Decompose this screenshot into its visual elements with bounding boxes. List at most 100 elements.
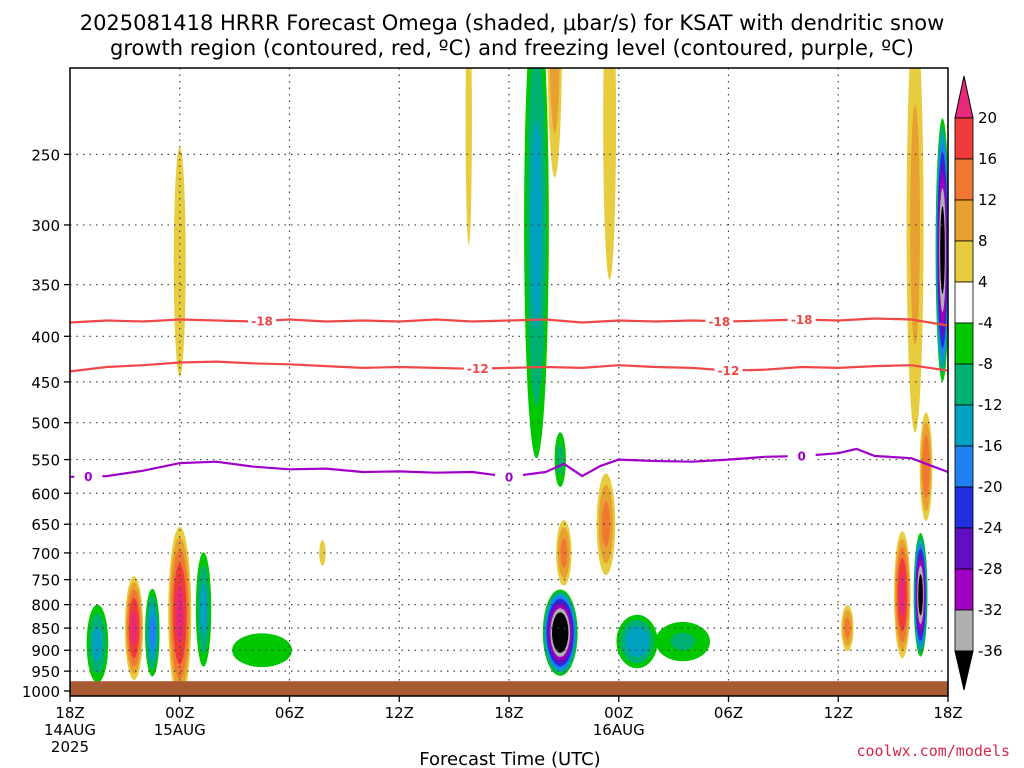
omega-cell — [145, 588, 160, 677]
colorbar-segment — [954, 445, 974, 488]
omega-level-band — [149, 616, 156, 650]
colorbar-bottom-arrow — [954, 650, 974, 691]
colorbar-label: 4 — [978, 273, 988, 291]
omega-level-band — [899, 573, 906, 617]
colorbar-segment — [954, 568, 974, 611]
omega-level-band — [940, 206, 945, 294]
omega-level-band — [603, 68, 617, 280]
contour-line — [70, 360, 948, 373]
y-tick-label: 850 — [31, 620, 60, 638]
omega-cell — [524, 68, 549, 459]
omega-cell — [655, 621, 711, 662]
y-tick-label: 300 — [31, 217, 60, 235]
contour-label: -12 — [718, 364, 740, 378]
colorbar-label: -36 — [978, 642, 1003, 660]
omega-cell — [913, 533, 928, 657]
y-tick-label: 350 — [31, 277, 60, 295]
colorbar-segment — [954, 404, 974, 447]
colorbar-segment — [954, 527, 974, 570]
contour-label-bg — [787, 449, 816, 464]
colorbar-label: -12 — [978, 396, 1003, 414]
contour-label-bg — [248, 314, 277, 329]
colorbar-top-arrow — [954, 75, 974, 119]
omega-level-band — [130, 610, 138, 646]
contour-label: -12 — [467, 362, 489, 376]
colorbar: 20 16 12 8 4 -4 -8 -12 -16 -20 -24 -28 -32 -36 — [954, 75, 1003, 691]
omega-level-band — [922, 435, 930, 498]
contour-label: 0 — [505, 470, 513, 484]
y-axis: 250 300 350 400 450 500 550 600 650 700 750 800 850 9… — [22, 146, 70, 701]
colorbar-segment — [954, 322, 974, 365]
contour-label-bg — [463, 361, 492, 376]
y-tick-label: 550 — [31, 452, 60, 470]
x-tick-label: 00Z — [604, 704, 633, 722]
contour-label-bg — [787, 312, 816, 327]
credit-text: coolwx.com/models — [856, 742, 1010, 760]
omega-cell — [124, 576, 144, 680]
colorbar-label: -16 — [978, 437, 1003, 455]
contour-label-bg — [714, 363, 743, 378]
colorbar-label: 20 — [978, 109, 997, 127]
colorbar-segment — [954, 240, 974, 283]
colorbar-label: -8 — [978, 355, 993, 373]
omega-cell — [547, 68, 562, 178]
colorbar-segment — [954, 609, 974, 652]
x-tick-label: 14AUG — [44, 721, 96, 739]
omega-level-band — [549, 68, 560, 134]
colorbar-segment — [954, 363, 974, 406]
colorbar-label: -28 — [978, 560, 1003, 578]
omega-level-band — [465, 68, 472, 245]
omega-cell — [935, 118, 948, 382]
colorbar-segment — [954, 199, 974, 242]
omega-level-band — [232, 633, 292, 668]
contour-label: 0 — [797, 450, 805, 464]
y-tick-label: 250 — [31, 146, 60, 164]
omega-cell — [86, 604, 109, 683]
temperature-contours: -18 -18 -18 -12 -12 0 0 0 — [70, 312, 948, 484]
omega-cell — [556, 520, 572, 586]
omega-level-band — [844, 617, 851, 639]
omega-level-band — [552, 612, 569, 653]
omega-cell — [841, 604, 854, 652]
omega-level-band — [601, 501, 611, 547]
colorbar-label: 8 — [978, 232, 988, 250]
omega-level-band — [92, 626, 103, 662]
chart-title-line-1: 2025081418 HRRR Forecast Omega (shaded, … — [80, 11, 945, 35]
x-tick-label: 00Z — [165, 704, 194, 722]
omega-level-band — [560, 538, 568, 568]
omega-level-band — [556, 443, 564, 476]
contour-label: -18 — [709, 315, 731, 329]
colorbar-label: -24 — [978, 519, 1003, 537]
omega-level-band — [625, 626, 649, 657]
chart-title-line-2: growth region (contoured, red, ºC) and f… — [110, 36, 914, 60]
omega-cell — [195, 552, 212, 667]
x-tick-label: 18Z — [55, 704, 84, 722]
omega-cell — [319, 540, 326, 566]
y-tick-label: 400 — [31, 328, 60, 346]
colorbar-segment — [954, 486, 974, 529]
x-tick-label: 16AUG — [593, 721, 645, 739]
omega-level-band — [200, 583, 207, 635]
y-tick-label: 750 — [31, 572, 60, 590]
omega-level-band — [530, 120, 542, 330]
y-tick-label: 800 — [31, 597, 60, 615]
omega-cell — [596, 473, 616, 575]
omega-cell — [542, 589, 578, 676]
contour-label-bg — [74, 469, 103, 484]
omega-cell — [465, 68, 472, 245]
contour-line — [70, 447, 948, 478]
colorbar-label: -32 — [978, 601, 1003, 619]
omega-cell — [906, 68, 924, 433]
colorbar-label: 12 — [978, 191, 997, 209]
contour-label: 0 — [84, 470, 92, 484]
omega-cell — [232, 633, 292, 668]
y-tick-label: 700 — [31, 545, 60, 563]
colorbar-segment — [954, 117, 974, 160]
omega-level-band — [670, 632, 695, 651]
colorbar-label: -4 — [978, 314, 993, 332]
contour-label: -18 — [251, 315, 273, 329]
x-tick-label: 06Z — [275, 704, 304, 722]
x-tick-label: 15AUG — [154, 721, 206, 739]
x-tick-label: 18Z — [933, 704, 962, 722]
